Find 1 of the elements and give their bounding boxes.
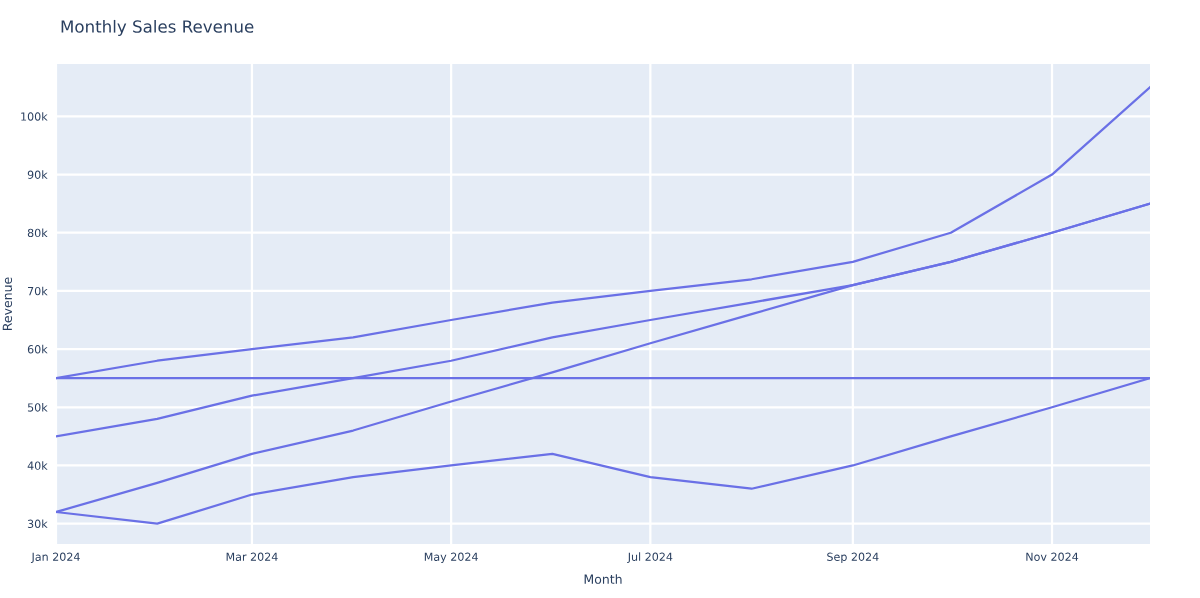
chart-title: Monthly Sales Revenue [61,19,254,37]
